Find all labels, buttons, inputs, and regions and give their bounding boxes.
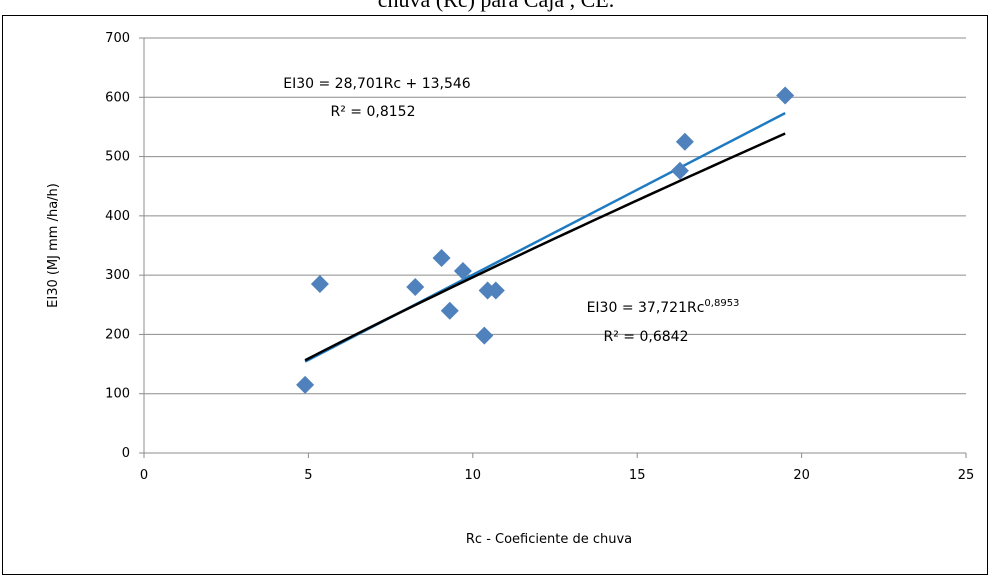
y-tick-label: 300 bbox=[105, 268, 130, 283]
data-point bbox=[453, 261, 472, 280]
y-axis-label: EI30 (MJ mm /ha/h) bbox=[46, 183, 61, 308]
power-equation-prefix: EI30 = 37,721Rc bbox=[587, 300, 705, 316]
y-tick-label: 700 bbox=[105, 31, 130, 46]
data-point bbox=[296, 375, 315, 394]
x-tick-label: 0 bbox=[140, 468, 148, 483]
x-tick-label: 25 bbox=[958, 468, 975, 483]
data-points bbox=[296, 86, 795, 394]
scatter-chart: 0 100 200 300 400 500 600 700 0 5 10 15 20 25 Rc - Co… bbox=[46, 31, 974, 547]
linear-r2-label: R² = 0,8152 bbox=[331, 104, 416, 120]
x-tick-label: 15 bbox=[629, 468, 646, 483]
gridlines bbox=[144, 37, 966, 395]
y-tick-label: 500 bbox=[105, 150, 130, 165]
tick-labels: 0 100 200 300 400 500 600 700 0 5 10 15 20 25 bbox=[105, 31, 974, 483]
axes bbox=[139, 37, 967, 458]
data-point bbox=[675, 132, 694, 151]
y-tick-label: 0 bbox=[122, 446, 130, 461]
chart-frame: 0 100 200 300 400 500 600 700 0 5 10 15 20 25 Rc - Co… bbox=[2, 15, 988, 575]
y-tick-label: 100 bbox=[105, 387, 130, 402]
figure-caption: chuva (Rc) para Cajá , CE. bbox=[0, 0, 992, 13]
x-axis-label: Rc - Coeficiente de chuva bbox=[466, 532, 632, 547]
annotations: Rc - Coeficiente de chuva EI30 (MJ mm /h… bbox=[46, 76, 739, 547]
linear-equation-label: EI30 = 28,701Rc + 13,546 bbox=[283, 76, 471, 92]
data-point bbox=[406, 278, 425, 296]
data-point bbox=[776, 86, 795, 105]
data-point bbox=[310, 275, 329, 294]
data-point bbox=[475, 326, 494, 345]
power-equation-exponent: 0,8953 bbox=[704, 298, 739, 309]
y-tick-label: 600 bbox=[105, 90, 130, 105]
y-tick-label: 200 bbox=[105, 327, 130, 342]
y-tick-label: 400 bbox=[105, 209, 130, 224]
power-trendline bbox=[304, 132, 786, 362]
data-point bbox=[486, 281, 505, 300]
x-tick-label: 10 bbox=[465, 468, 482, 483]
data-point bbox=[670, 161, 689, 180]
power-equation-label: EI30 = 37,721Rc0,8953 bbox=[587, 298, 740, 316]
x-tick-label: 5 bbox=[304, 468, 312, 483]
data-point bbox=[432, 248, 451, 267]
x-tick-label: 20 bbox=[793, 468, 810, 483]
data-point bbox=[440, 301, 459, 320]
trendlines bbox=[304, 112, 786, 363]
power-r2-label: R² = 0,6842 bbox=[604, 329, 689, 345]
